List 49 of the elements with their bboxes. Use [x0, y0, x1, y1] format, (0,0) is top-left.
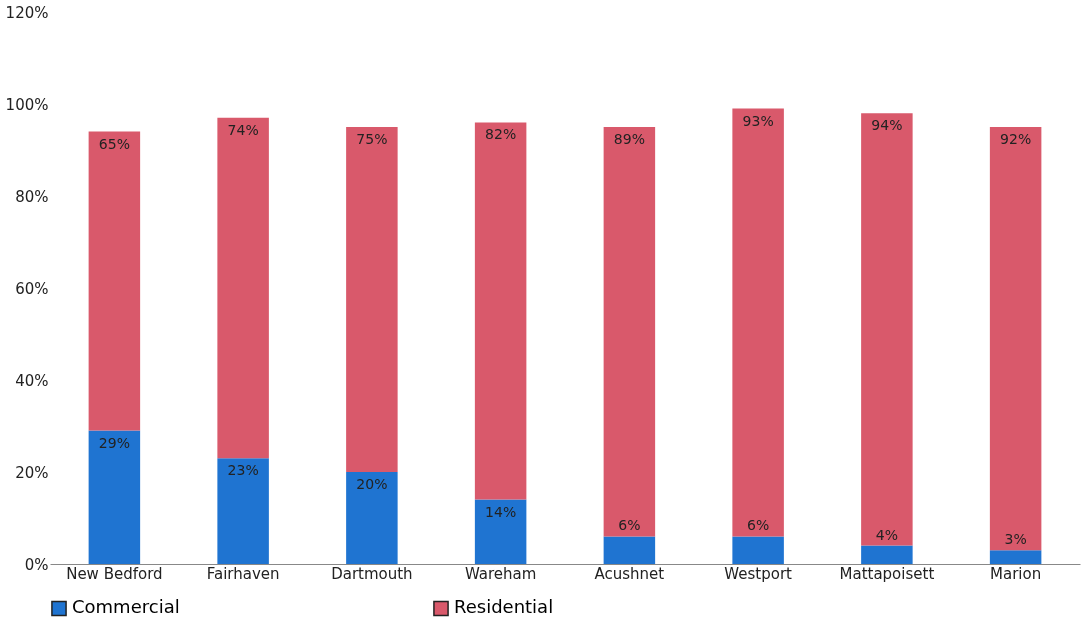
data-label: 6%: [747, 517, 770, 534]
y-tick-label: 20%: [15, 463, 49, 482]
data-label: 92%: [1000, 131, 1032, 147]
bar: [346, 127, 398, 472]
bar: [474, 122, 527, 500]
bar: [603, 536, 656, 564]
bar: [346, 472, 398, 564]
x-tick-label: Mattapoisett: [839, 564, 935, 583]
x-tick-label: Marion: [990, 564, 1042, 583]
bar: [474, 499, 527, 564]
bar: [217, 117, 269, 459]
x-tick-label: Fairhaven: [206, 564, 280, 583]
data-label: 74%: [227, 121, 259, 138]
bar: [88, 131, 141, 431]
bar: [989, 127, 1042, 551]
x-tick-label: New Bedford: [66, 564, 163, 583]
legend-label: Residential: [454, 596, 554, 618]
bar: [88, 430, 141, 564]
bar: [732, 108, 784, 537]
data-label: 4%: [875, 526, 898, 543]
data-label: 23%: [227, 462, 259, 479]
bar: [732, 536, 784, 564]
x-tick-label: Westport: [724, 564, 793, 583]
bar: [603, 127, 656, 537]
data-label: 93%: [742, 112, 774, 129]
data-label: 6%: [618, 517, 641, 534]
bar: [989, 550, 1042, 564]
data-label: 89%: [613, 131, 645, 147]
y-tick-label: 0%: [24, 555, 49, 574]
data-label: 3%: [1004, 531, 1027, 548]
data-label: 14%: [485, 503, 517, 520]
y-tick-label: 100%: [5, 95, 49, 114]
y-tick-label: 60%: [15, 279, 49, 298]
x-tick-label: Wareham: [464, 564, 537, 583]
y-tick-label: 40%: [15, 371, 49, 390]
bar: [217, 458, 269, 564]
x-tick-label: Dartmouth: [331, 564, 413, 583]
data-label: 82%: [485, 126, 517, 143]
data-label: 20%: [356, 476, 388, 492]
data-label: 94%: [871, 117, 903, 134]
data-label: 65%: [98, 135, 130, 152]
bar: [861, 113, 913, 546]
data-label: 75%: [356, 131, 388, 147]
y-tick-label: 120%: [5, 3, 49, 22]
y-tick-label: 80%: [15, 187, 49, 206]
x-tick-label: Acushnet: [594, 564, 665, 583]
data-label: 29%: [98, 434, 130, 451]
legend-label: Commercial: [72, 596, 180, 618]
bar: [861, 545, 913, 564]
